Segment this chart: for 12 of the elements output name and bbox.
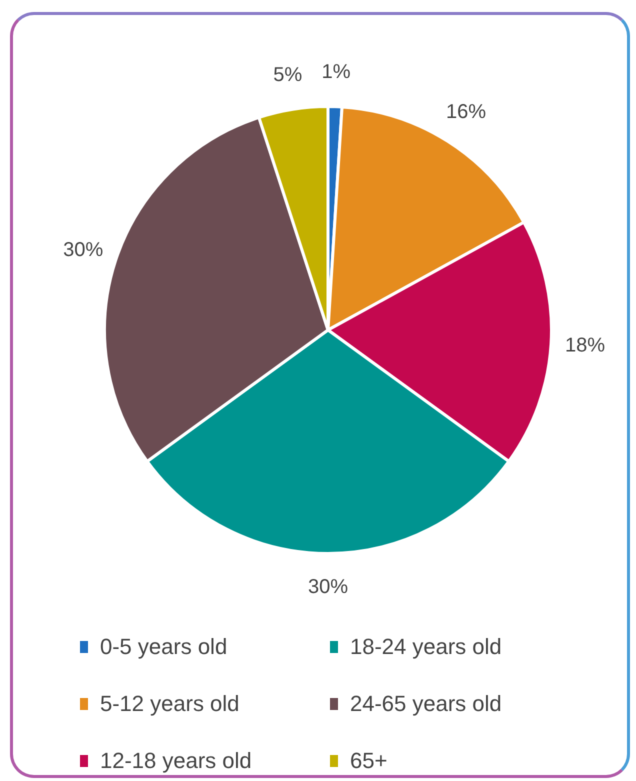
legend-label: 12-18 years old xyxy=(100,748,252,774)
legend-label: 24-65 years old xyxy=(350,690,502,716)
data-label: 30% xyxy=(308,576,348,598)
data-label: 1% xyxy=(322,61,351,84)
legend-label: 0-5 years old xyxy=(100,634,228,660)
data-label: 18% xyxy=(564,334,606,357)
legend-label: 18-24 years old xyxy=(350,634,502,660)
data-label: 16% xyxy=(446,101,486,124)
data-label: 30% xyxy=(63,238,104,261)
legend-label: 65+ xyxy=(350,748,388,774)
data-label: 5% xyxy=(273,64,302,86)
legend-label: 5-12 years old xyxy=(100,690,240,716)
